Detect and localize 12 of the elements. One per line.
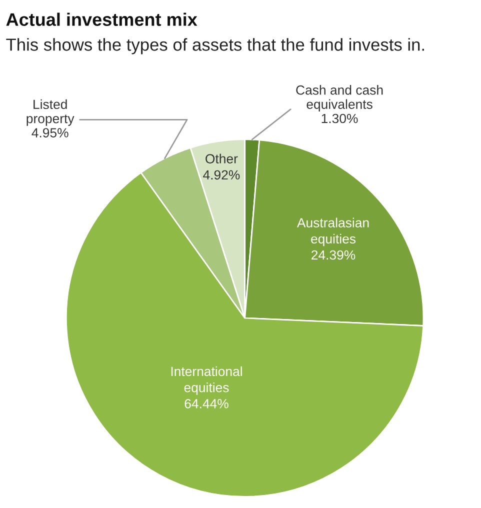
data-label: 64.44%	[184, 399, 228, 408]
slice-label: Listed property	[26, 99, 74, 126]
slice-label: Other	[206, 154, 238, 164]
data-label: 4.92%	[203, 170, 240, 180]
chart-title: Actual investment mix	[6, 12, 198, 26]
data-label: 24.39%	[312, 250, 356, 260]
slice-label: International equities	[171, 366, 242, 395]
chart-subtitle: This shows the types of assets that the fund invests in.	[6, 38, 424, 54]
data-label: 1.30%	[322, 114, 358, 124]
slice-label: Australasian equities	[296, 218, 369, 246]
data-label: 4.95%	[32, 128, 68, 138]
slice-label: Cash and cash equivalents	[296, 85, 383, 112]
